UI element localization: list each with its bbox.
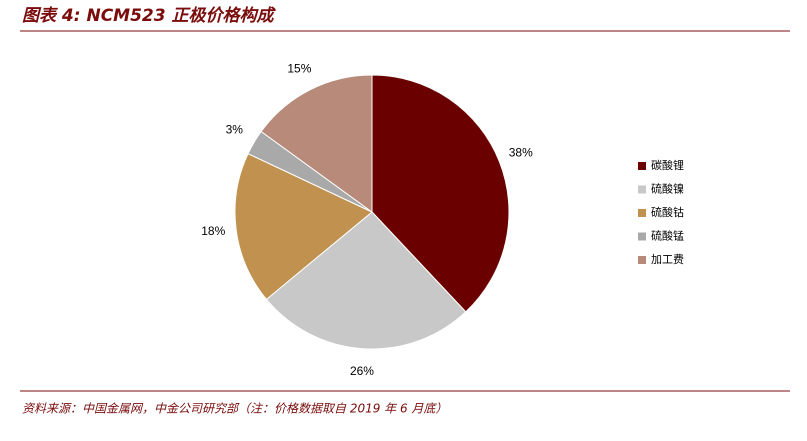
legend-label: 加工费 bbox=[651, 253, 684, 266]
pie-slice bbox=[265, 211, 467, 350]
data-label: 38% bbox=[509, 145, 533, 159]
data-label: 3% bbox=[226, 123, 244, 137]
data-label: 18% bbox=[201, 224, 225, 238]
legend-label: 硫酸钴 bbox=[651, 205, 684, 219]
legend-swatch bbox=[638, 162, 646, 170]
pie-slice bbox=[234, 153, 373, 301]
legend-label: 硫酸锰 bbox=[651, 229, 684, 243]
pie-slice bbox=[260, 74, 373, 213]
legend-swatch bbox=[638, 256, 646, 264]
legend-label: 碳酸锂 bbox=[651, 158, 684, 172]
data-label: 15% bbox=[287, 62, 311, 76]
data-label: 26% bbox=[350, 364, 374, 378]
chart-title: 图表 4: NCM523 正极价格构成 bbox=[22, 6, 276, 26]
legend-swatch bbox=[638, 209, 646, 217]
legend-swatch bbox=[638, 185, 646, 194]
source-note: 资料来源：中国金属网，中金公司研究部（注：价格数据取自 2019 年 6 月底） bbox=[22, 402, 447, 416]
pie-slice bbox=[371, 74, 510, 313]
legend-label: 硫酸镍 bbox=[651, 182, 684, 196]
legend-swatch bbox=[638, 232, 646, 241]
